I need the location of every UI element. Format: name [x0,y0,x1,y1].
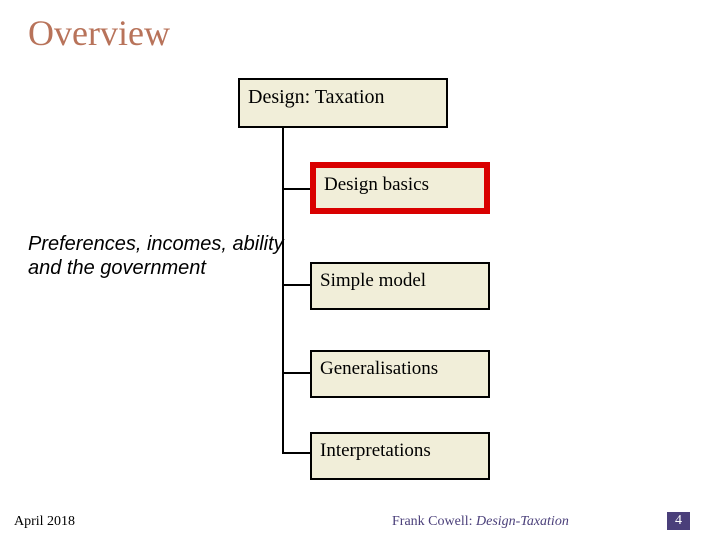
footer-page-number: 4 [667,512,690,530]
diagram-child-label: Design basics [324,174,429,195]
diagram-child-label: Generalisations [320,358,438,379]
page-title: Overview [28,12,170,54]
diagram-root-label: Design: Taxation [248,86,385,108]
footer-credit: Frank Cowell: Design-Taxation [392,514,569,530]
diagram-child-box: Simple model [310,262,490,310]
footer-credit-author: Frank Cowell: [392,514,473,529]
diagram-root-box: Design: Taxation [238,78,448,128]
footer-credit-title: Design-Taxation [476,514,569,529]
diagram-child-box: Interpretations [310,432,490,480]
diagram-child-box: Generalisations [310,350,490,398]
diagram-child-label: Interpretations [320,440,431,461]
connector-horizontal [282,284,310,286]
connector-horizontal [282,188,310,190]
slide: Overview Design: Taxation Design basics S… [0,0,720,540]
annotation-text: Preferences, incomes, ability and the go… [28,232,308,280]
connector-horizontal [282,372,310,374]
connector-horizontal [282,452,310,454]
diagram-child-box: Design basics [310,162,490,214]
diagram-child-label: Simple model [320,270,426,291]
footer-date: April 2018 [14,514,75,530]
connector-vertical [282,128,284,454]
